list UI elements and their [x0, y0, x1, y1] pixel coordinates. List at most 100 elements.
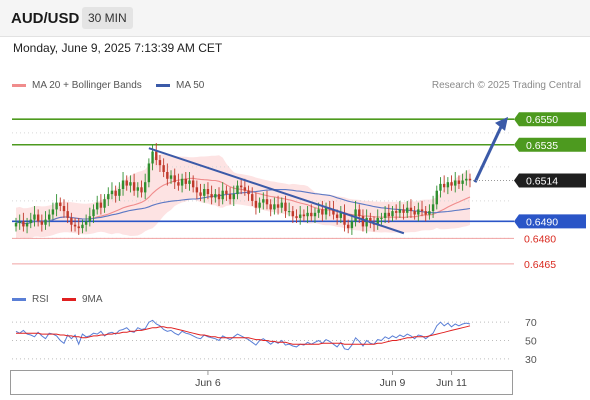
candle-body — [258, 202, 261, 208]
candle-body — [59, 202, 62, 207]
candle — [424, 206, 427, 222]
candle-body — [413, 211, 416, 215]
candle-body — [162, 165, 165, 172]
candle — [457, 175, 461, 189]
legend-rsi-ma: 9MA — [62, 294, 103, 305]
level-label-text: 0.6465 — [524, 259, 556, 271]
candle — [203, 183, 206, 203]
pair-title: AUD/USD — [11, 10, 80, 27]
candle-body — [262, 199, 265, 203]
candle-body — [188, 180, 191, 184]
candle — [18, 214, 21, 230]
candle — [413, 206, 416, 220]
candle-body — [173, 175, 176, 183]
candle — [339, 206, 343, 224]
candle-body — [221, 190, 224, 200]
candle — [44, 211, 47, 230]
candle — [295, 209, 298, 224]
candle — [169, 170, 173, 184]
candle-body — [306, 212, 309, 217]
candle — [310, 204, 313, 222]
candle — [214, 189, 217, 203]
candle-body — [376, 217, 379, 225]
candle — [431, 195, 435, 218]
candle-body — [317, 209, 320, 213]
candle — [92, 204, 95, 224]
ma50-line — [15, 189, 471, 225]
candle — [155, 143, 158, 166]
candle — [247, 185, 250, 201]
candle — [354, 200, 357, 227]
candle — [99, 194, 103, 215]
candle-body — [92, 209, 95, 217]
candle-body — [454, 180, 457, 186]
candle — [465, 170, 468, 186]
candle — [55, 194, 58, 217]
candle-body — [129, 182, 132, 186]
candle-body — [140, 187, 143, 193]
credit-text: Research © 2025 Trading Central — [431, 80, 581, 91]
candle-body — [346, 224, 350, 229]
candle — [173, 168, 176, 189]
candle-body — [406, 207, 409, 213]
candle-body — [225, 190, 228, 195]
candle — [136, 182, 140, 198]
candle-body — [40, 221, 44, 225]
candle-body — [29, 219, 32, 224]
candle — [228, 187, 232, 205]
candle-body — [121, 180, 125, 189]
candle-body — [147, 163, 151, 183]
candle-body — [99, 202, 103, 208]
candle — [191, 175, 195, 193]
candle-body — [465, 178, 468, 181]
candle-body — [439, 183, 442, 191]
candle-body — [251, 194, 254, 201]
candle-body — [387, 212, 390, 217]
candle — [420, 200, 424, 217]
legend-rsi-swatch — [12, 298, 26, 301]
candle — [36, 209, 40, 227]
candle — [132, 173, 136, 196]
candle-body — [236, 185, 239, 195]
candle — [81, 219, 84, 234]
candle — [369, 212, 372, 229]
candle-body — [420, 209, 424, 212]
candle — [398, 200, 402, 218]
level-label-0.6490: 0.6490 — [514, 214, 586, 229]
candle — [273, 197, 276, 215]
candle-body — [96, 202, 99, 210]
candle-body — [446, 182, 450, 188]
candle — [251, 187, 254, 207]
candle — [143, 173, 147, 200]
candle-body — [14, 223, 18, 227]
candle — [435, 185, 438, 210]
candle — [232, 185, 235, 207]
candle-body — [166, 171, 169, 179]
legend-bb-label: MA 20 + Bollinger Bands — [32, 80, 142, 91]
candle-body — [203, 189, 206, 196]
candle-body — [431, 204, 435, 212]
current-price-box — [514, 173, 586, 188]
timeframe-selector[interactable]: 30 MIN — [82, 7, 133, 29]
candle-body — [84, 221, 88, 225]
candle — [177, 173, 180, 191]
candle-body — [335, 214, 339, 218]
candle — [70, 212, 73, 232]
candle — [461, 173, 464, 191]
candle-body — [428, 211, 431, 215]
candle-body — [280, 202, 283, 208]
candle — [107, 187, 110, 207]
candle — [147, 158, 151, 188]
candle-body — [299, 214, 302, 218]
level-label-text: 0.6535 — [526, 140, 558, 152]
candle — [280, 197, 283, 213]
candle — [383, 206, 387, 224]
projection-arrow-head — [495, 116, 508, 131]
legend-ma50: MA 50 — [156, 80, 204, 91]
candle — [129, 175, 132, 193]
candle-body — [103, 199, 106, 208]
candle-body — [232, 194, 235, 200]
candle — [409, 199, 413, 218]
rsi-ma-line — [16, 325, 471, 345]
